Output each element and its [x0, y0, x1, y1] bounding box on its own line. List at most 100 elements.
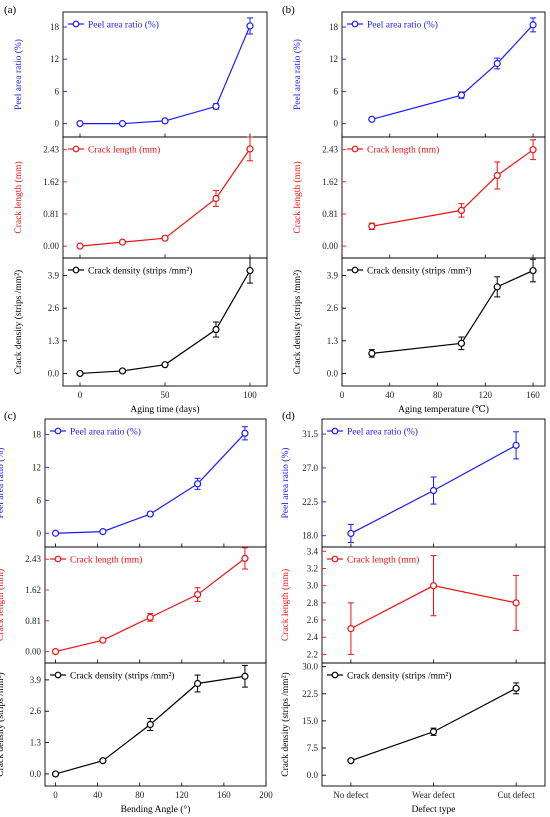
- x-tick-label: 80: [135, 790, 145, 800]
- y-axis-label: Crack density (strips /mm²): [292, 270, 303, 374]
- data-point: [368, 222, 376, 230]
- y-tick-label: 31.5: [302, 429, 318, 439]
- data-point: [429, 486, 438, 495]
- series-line: [55, 557, 246, 653]
- legend-label: Peel area ratio (%): [88, 20, 159, 31]
- data-point: [512, 599, 520, 607]
- x-tick-label: 120: [479, 390, 493, 400]
- y-tick-label: 0.81: [25, 616, 41, 626]
- x-tick-label: No defect: [333, 790, 369, 800]
- legend-marker: [351, 266, 359, 274]
- panel-2: (c) 0 6 12 18 Peel area ratio (%) Peel area ra…: [0, 410, 273, 815]
- series-line: [79, 270, 251, 375]
- panel-1: (b) 0 6 12 18 Peel area ratio (%) Peel area ra…: [282, 4, 546, 415]
- y-tick-label: 0.00: [322, 241, 338, 251]
- data-point: [76, 242, 84, 250]
- series-line: [55, 432, 246, 534]
- y-tick-label: 3.2: [307, 563, 318, 573]
- x-tick-label: 40: [93, 790, 103, 800]
- y-axis-label: Crack length (mm): [292, 161, 303, 233]
- subplot-crack_den: 0.0 7.5 15.0 22.5 30.0 Crack density (strips …: [280, 662, 546, 787]
- series-line: [79, 148, 251, 247]
- subplot-crack_len: 0.00 0.81 1.62 2.43 Crack length (mm) Crack l…: [292, 136, 546, 259]
- y-axis-label: Crack density (strips /mm²): [13, 270, 24, 374]
- data-point: [76, 119, 84, 128]
- x-axis-label: Bending Angle (°): [121, 804, 191, 815]
- x-tick-label: 0: [340, 390, 345, 400]
- y-tick-label: 12: [329, 54, 338, 64]
- y-tick-label: 0: [55, 119, 60, 129]
- data-point: [51, 770, 60, 778]
- legend-label: Peel area ratio (%): [347, 427, 418, 438]
- y-axis-label: Crack length (mm): [13, 161, 24, 233]
- panel-3: (d) 18.0 22.5 27.0 31.5 Peel area ratio (%) Pe…: [280, 410, 546, 815]
- series-line: [80, 25, 251, 125]
- y-tick-label: 7.5: [307, 743, 319, 753]
- subplot-peel: 0 6 12 18 Peel area ratio (%) Peel area ratio…: [0, 418, 267, 548]
- y-tick-label: 2.8: [307, 598, 319, 608]
- panel-0: (a) 0 6 12 18 Peel area ratio (%) Peel area ra…: [4, 4, 268, 415]
- legend-label: Crack density (strips /mm²): [88, 266, 192, 277]
- data-point: [493, 171, 501, 180]
- data-point: [347, 625, 355, 633]
- panel-label: (a): [4, 4, 17, 16]
- x-tick-label: 120: [175, 790, 189, 800]
- y-tick-label: 0: [37, 528, 42, 538]
- y-axis-label: Peel area ratio (%): [292, 39, 303, 110]
- x-tick-label: 40: [385, 390, 395, 400]
- subplot-peel: 0 6 12 18 Peel area ratio (%) Peel area ratio…: [13, 11, 268, 138]
- data-point: [512, 684, 520, 692]
- x-tick-label: 160: [217, 790, 231, 800]
- legend-label: Crack density (strips /mm²): [367, 266, 471, 277]
- y-tick-label: 18: [32, 429, 42, 439]
- x-tick-label: 0: [78, 390, 83, 400]
- y-tick-label: 2.43: [322, 145, 338, 155]
- legend-label: Peel area ratio (%): [367, 20, 438, 31]
- y-tick-label: 12: [32, 462, 41, 472]
- panel-label: (c): [4, 410, 17, 422]
- y-tick-label: 3.0: [307, 581, 319, 591]
- y-tick-label: 15.0: [302, 716, 318, 726]
- data-point: [161, 234, 169, 242]
- data-point: [51, 529, 60, 537]
- axes-frame: [341, 257, 546, 387]
- subplot-crack_len: 2.2 2.4 2.6 2.8 3.0 3.2 3.4 Crack length (mm) Cr…: [280, 546, 546, 664]
- data-point: [212, 325, 220, 334]
- legend-label: Crack length (mm): [347, 555, 419, 566]
- data-point: [241, 672, 249, 680]
- data-point: [51, 647, 60, 656]
- data-point: [99, 528, 107, 536]
- y-tick-label: 18: [50, 22, 60, 32]
- series-line: [371, 149, 534, 227]
- x-tick-label: 160: [526, 390, 540, 400]
- x-tick-label: 80: [433, 390, 443, 400]
- data-point: [161, 361, 169, 369]
- subplot-peel: 0 6 12 18 Peel area ratio (%) Peel area ratio…: [292, 11, 546, 138]
- data-point: [429, 728, 438, 736]
- data-point: [193, 480, 202, 488]
- data-point: [241, 554, 249, 563]
- y-tick-label: 2.6: [30, 706, 42, 716]
- data-point: [493, 283, 501, 291]
- data-point: [146, 613, 154, 621]
- y-tick-label: 3.9: [30, 675, 42, 685]
- legend-marker: [54, 671, 62, 679]
- y-axis-label: Peel area ratio (%): [0, 448, 6, 519]
- data-point: [99, 636, 107, 644]
- y-axis-label: Crack length (mm): [280, 569, 291, 641]
- y-axis-label: Crack density (strips /mm²): [280, 672, 291, 776]
- y-tick-label: 0.00: [43, 241, 59, 251]
- axes-frame: [44, 418, 267, 548]
- y-tick-label: 2.2: [307, 649, 318, 659]
- x-axis-label: Aging temperature (℃): [398, 404, 489, 415]
- y-tick-label: 6: [37, 495, 42, 505]
- data-point: [457, 91, 466, 99]
- data-point: [493, 59, 501, 68]
- y-tick-label: 0.00: [25, 647, 41, 657]
- subplot-crack_len: 0.00 0.81 1.62 2.43 Crack length (mm) Crack l…: [13, 136, 268, 259]
- y-tick-label: 0.0: [307, 770, 319, 780]
- series-line: [371, 24, 534, 120]
- y-tick-label: 0.81: [322, 209, 338, 219]
- subplot-crack_len: 0.00 0.81 1.62 2.43 Crack length (mm) Crack l…: [0, 546, 267, 664]
